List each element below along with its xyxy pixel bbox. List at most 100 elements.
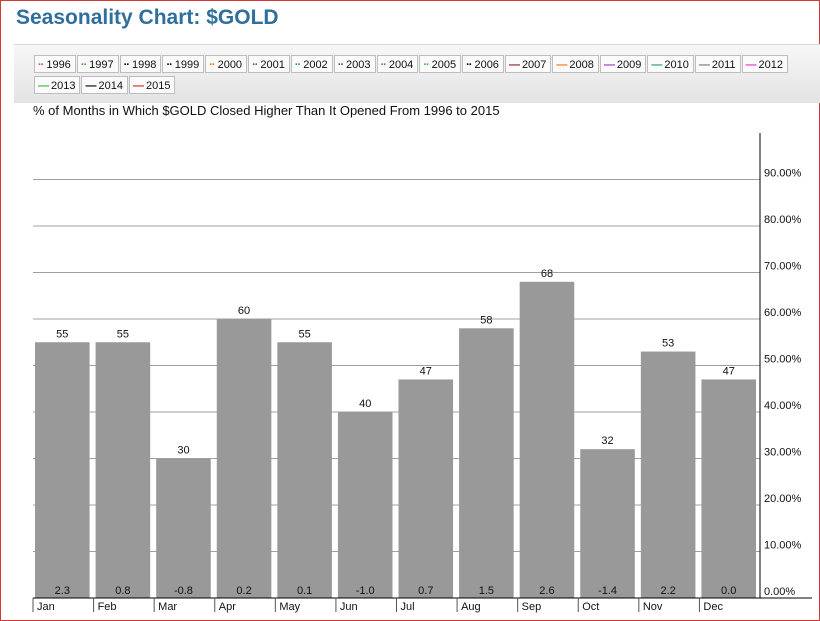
y-tick-label: 70.00% [764, 261, 802, 273]
legend-item-label: 1999 [174, 59, 200, 71]
y-tick-label: 80.00% [764, 214, 802, 226]
bar-value-label: 53 [662, 338, 674, 350]
legend-item-1999[interactable]: ·· 1999 [162, 55, 205, 73]
legend-item-label: 2001 [260, 59, 285, 71]
bar-Feb [95, 342, 151, 598]
legend-swatch-icon: — [698, 59, 710, 71]
bar-Dec [701, 379, 756, 598]
x-tick-label: Feb [98, 601, 117, 613]
bar-Nov [640, 351, 696, 598]
y-tick-label: 0.00% [764, 586, 795, 598]
bar-Aug [459, 328, 514, 598]
legend-item-2006[interactable]: ·· 2006 [462, 55, 504, 73]
legend-item-label: 2006 [474, 59, 499, 71]
legend-swatch-icon: ·· [80, 59, 87, 71]
legend-item-2009[interactable]: —2009 [599, 55, 647, 73]
legend-item-2012[interactable]: —2012 [741, 55, 789, 73]
legend-item-2005[interactable]: ·· 2005 [419, 55, 462, 73]
page-title: Seasonality Chart: $GOLD [16, 6, 279, 29]
x-tick-label: Mar [158, 601, 177, 613]
avg-change-label: -0.8 [174, 585, 193, 597]
legend-swatch-icon: — [651, 59, 662, 71]
bar-value-label: 47 [723, 365, 735, 377]
legend-item-2002[interactable]: ·· 2002 [290, 55, 333, 73]
x-tick-label: Dec [703, 601, 723, 613]
legend-item-label: 2009 [616, 59, 642, 71]
y-tick-label: 60.00% [764, 307, 802, 319]
x-tick-label: Jan [37, 601, 55, 613]
bar-value-label: 58 [480, 314, 492, 326]
legend-swatch-icon: — [132, 80, 144, 92]
y-tick-label: 10.00% [764, 540, 802, 552]
legend-item-label: 2010 [664, 59, 689, 71]
x-tick-label: Oct [582, 601, 599, 613]
legend-swatch-icon: ·· [209, 59, 215, 71]
legend-item-1996[interactable]: ·· 1996 [34, 55, 76, 73]
bar-value-label: 55 [56, 328, 68, 340]
legend-item-2013[interactable]: —2013 [34, 76, 81, 94]
legend-item-label: 2004 [388, 59, 414, 71]
avg-change-label: 2.2 [660, 585, 675, 597]
x-tick-label: Jun [340, 601, 358, 613]
legend-item-label: 2012 [758, 59, 784, 71]
legend-item-label: 1996 [46, 59, 71, 71]
legend-item-1997[interactable]: ·· 1997 [76, 55, 119, 73]
legend-swatch-icon: ·· [466, 59, 472, 71]
legend-item-2000[interactable]: ·· 2000 [205, 55, 248, 73]
avg-change-label: -1.0 [356, 585, 375, 597]
avg-change-label: 2.6 [539, 585, 554, 597]
legend-swatch-icon: ·· [294, 59, 301, 71]
legend-item-2004[interactable]: ·· 2004 [376, 55, 419, 73]
avg-change-label: 0.1 [297, 585, 312, 597]
legend-item-label: 2007 [521, 59, 547, 71]
legend-item-label: 2003 [346, 59, 371, 71]
legend-swatch-icon: — [745, 59, 757, 71]
legend-item-1998[interactable]: ·· 1998 [119, 55, 162, 73]
legend-item-2008[interactable]: —2008 [552, 55, 599, 73]
legend-item-2007[interactable]: —2007 [504, 55, 552, 73]
legend-swatch-icon: ·· [380, 59, 387, 71]
legend-item-2015[interactable]: —2015 [128, 76, 176, 94]
x-tick-label: Jul [401, 601, 415, 613]
bar-Jun [337, 412, 393, 598]
legend-item-label: 1998 [131, 59, 157, 71]
legend-item-2014[interactable]: —2014 [81, 76, 128, 94]
y-tick-label: 50.00% [764, 354, 802, 366]
legend-item-2010[interactable]: —2010 [647, 55, 694, 73]
bar-Oct [580, 449, 635, 598]
avg-change-label: 0.0 [721, 585, 736, 597]
bar-Apr [216, 319, 272, 598]
x-tick-label: Aug [461, 601, 481, 613]
legend-swatch-icon: — [508, 59, 520, 71]
legend-swatch-icon: — [85, 80, 96, 92]
legend-item-label: 2014 [98, 80, 123, 92]
legend-item-label: 2005 [431, 59, 457, 71]
legend-swatch-icon: — [603, 59, 615, 71]
y-tick-label: 90.00% [764, 168, 802, 180]
x-tick-label: Apr [219, 601, 236, 613]
legend-item-label: 2008 [569, 59, 594, 71]
legend-item-label: 2011 [711, 59, 736, 71]
x-tick-label: Sep [522, 601, 542, 613]
legend-swatch-icon: ·· [337, 59, 344, 71]
y-tick-label: 20.00% [764, 493, 802, 505]
bar-value-label: 55 [299, 328, 311, 340]
bar-value-label: 68 [541, 268, 553, 280]
avg-change-label: 0.2 [236, 585, 251, 597]
legend-swatch-icon: ·· [38, 59, 44, 71]
x-tick-label: Nov [643, 601, 663, 613]
bar-value-label: 30 [177, 445, 189, 457]
legend-item-2011[interactable]: —2011 [694, 55, 741, 73]
bar-May [277, 342, 332, 598]
legend-item-2003[interactable]: ·· 2003 [333, 55, 376, 73]
chart-subtitle: % of Months in Which $GOLD Closed Higher… [33, 103, 500, 118]
bar-Sep [519, 281, 575, 598]
legend-item-2001[interactable]: ·· 2001 [248, 55, 290, 73]
avg-change-label: 0.7 [418, 585, 433, 597]
avg-change-label: -1.4 [598, 585, 617, 597]
legend-swatch-icon: — [38, 80, 49, 92]
bar-Mar [156, 458, 211, 598]
legend-swatch-icon: ·· [123, 59, 130, 71]
bar-value-label: 60 [238, 305, 250, 317]
bar-value-label: 47 [420, 365, 432, 377]
